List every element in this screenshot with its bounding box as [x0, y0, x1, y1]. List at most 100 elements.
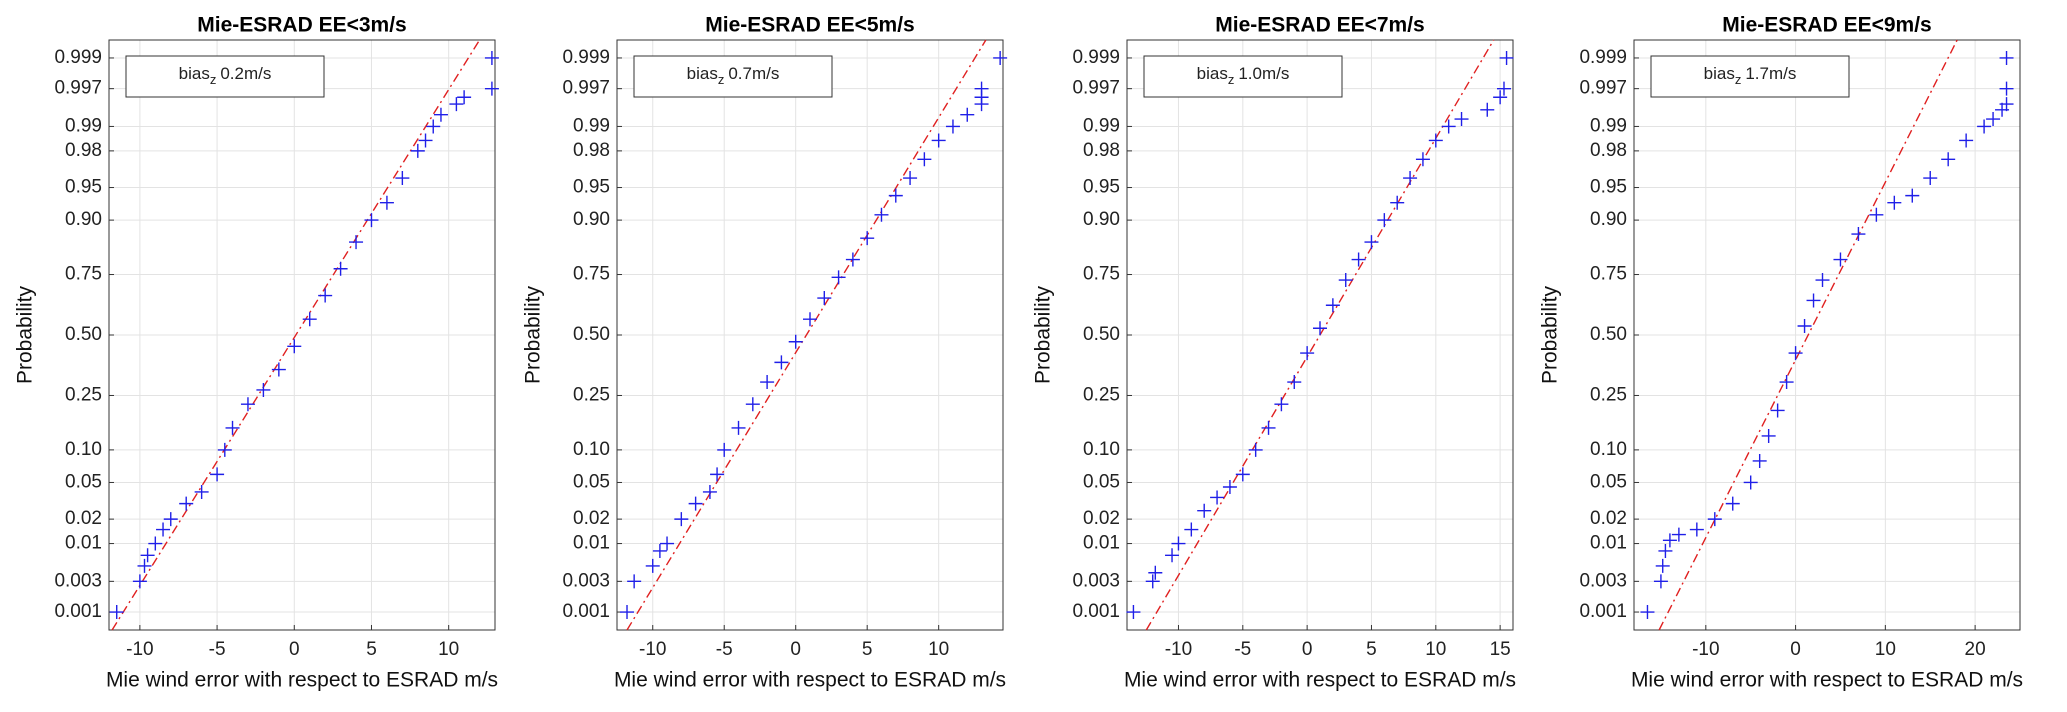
chart-title: Mie-ESRAD EE<7m/s	[1215, 14, 1425, 37]
data-point	[1496, 81, 1511, 96]
fit-line	[1658, 39, 1958, 631]
x-tick-label: 0	[790, 639, 801, 660]
x-axis-label: Mie wind error with respect to ESRAD m/s	[614, 669, 1006, 692]
y-tick-label: 0.01	[65, 533, 102, 554]
annotation: biasz 0.7m/s	[687, 64, 780, 87]
data-point	[803, 312, 817, 327]
y-tick-label: 0.90	[1083, 209, 1120, 230]
data-point	[1126, 605, 1141, 620]
annotation-value: 0.7m/s	[728, 64, 779, 83]
y-axis-label: Probability	[522, 285, 545, 384]
data-point	[817, 291, 832, 306]
y-tick-label: 0.999	[1579, 47, 1627, 68]
data-point	[1287, 375, 1302, 390]
data-point	[1145, 574, 1160, 589]
data-point	[788, 334, 803, 349]
data-point	[1441, 119, 1456, 134]
data-point	[1197, 503, 1212, 518]
annotation-text: bias	[1197, 64, 1228, 83]
x-tick-label: -10	[1692, 639, 1719, 660]
y-tick-label: 0.95	[65, 177, 102, 198]
data-point	[774, 355, 789, 370]
x-tick-label: -5	[209, 639, 226, 660]
data-point	[1743, 475, 1758, 490]
y-tick-label: 0.90	[1590, 209, 1627, 230]
data-point	[349, 235, 364, 250]
y-tick-label: 0.05	[1590, 471, 1627, 492]
y-tick-label: 0.98	[1083, 140, 1120, 161]
panel: 0.001 0.003 0.01 0.02 0.05 0.10 0.25 0.50 0.75 0.…	[522, 14, 1008, 692]
data-point	[1210, 490, 1225, 505]
y-tick-label: 0.001	[562, 601, 610, 622]
x-tick-label: 5	[862, 639, 873, 660]
y-tick-label: 0.90	[573, 209, 610, 230]
data-point	[156, 522, 171, 537]
y-tick-label: 0.003	[1072, 570, 1120, 591]
y-tick-label: 0.999	[1072, 47, 1120, 68]
x-tick-label: -10	[1165, 639, 1192, 660]
data-point	[1959, 133, 1974, 148]
annotation-box	[633, 55, 833, 98]
y-tick-label: 0.01	[1590, 533, 1627, 554]
chart-title: Mie-ESRAD EE<3m/s	[197, 14, 407, 37]
y-tick-label: 0.98	[573, 140, 610, 161]
data-point	[1499, 50, 1514, 65]
data-point	[627, 574, 642, 589]
data-point	[1377, 213, 1392, 228]
x-tick-label: -5	[716, 639, 733, 660]
data-point	[1655, 558, 1670, 573]
axes-frame	[1126, 39, 1514, 631]
data-point	[845, 252, 860, 267]
y-tick-label: 0.01	[573, 533, 610, 554]
data-point	[688, 496, 703, 511]
data-point	[1415, 152, 1430, 167]
data-point	[1480, 102, 1495, 117]
data-point	[132, 574, 147, 589]
data-point	[1428, 133, 1443, 148]
y-tick-label: 0.50	[1083, 324, 1120, 345]
axes-frame	[108, 39, 496, 631]
y-tick-label: 0.50	[573, 324, 610, 345]
data-point	[1797, 318, 1812, 333]
data-point	[1653, 574, 1668, 589]
y-tick-label: 0.02	[65, 508, 102, 529]
y-tick-label: 0.75	[65, 264, 102, 285]
annotation-subscript: z	[718, 72, 725, 87]
data-point	[225, 420, 240, 435]
data-point	[1833, 252, 1848, 267]
annotation-box	[125, 55, 325, 98]
y-tick-label: 0.75	[573, 264, 610, 285]
data-point	[1851, 227, 1866, 242]
x-tick-label: -5	[1234, 639, 1251, 660]
data-point	[710, 467, 725, 482]
y-tick-label: 0.75	[1590, 264, 1627, 285]
y-tick-label: 0.90	[65, 209, 102, 230]
data-point	[745, 397, 760, 412]
data-point	[217, 442, 232, 457]
data-point	[1325, 298, 1340, 313]
panel: 0.001 0.003 0.01 0.02 0.05 0.10 0.25 0.50 0.75 0.…	[1032, 14, 1517, 692]
data-point	[418, 133, 433, 148]
data-point	[410, 143, 425, 158]
data-point	[903, 171, 918, 186]
data-point	[1788, 346, 1803, 361]
data-point	[318, 288, 333, 303]
y-tick-label: 0.95	[1083, 177, 1120, 198]
data-point	[917, 152, 932, 167]
data-point	[1770, 403, 1785, 418]
data-point	[109, 605, 124, 620]
y-tick-label: 0.25	[573, 384, 610, 405]
y-tick-label: 0.95	[1590, 177, 1627, 198]
x-tick-label: 0	[289, 639, 300, 660]
annotation-box	[1143, 55, 1343, 98]
data-point	[1806, 293, 1821, 308]
data-point	[256, 382, 271, 397]
y-tick-label: 0.003	[562, 570, 610, 591]
data-point	[1658, 543, 1673, 558]
data-point	[1274, 397, 1289, 412]
y-axis-label: Probability	[1539, 285, 1562, 384]
axes-frame	[1633, 39, 2021, 631]
y-tick-label: 0.999	[54, 47, 102, 68]
y-tick-label: 0.999	[562, 47, 610, 68]
data-point	[271, 362, 286, 377]
